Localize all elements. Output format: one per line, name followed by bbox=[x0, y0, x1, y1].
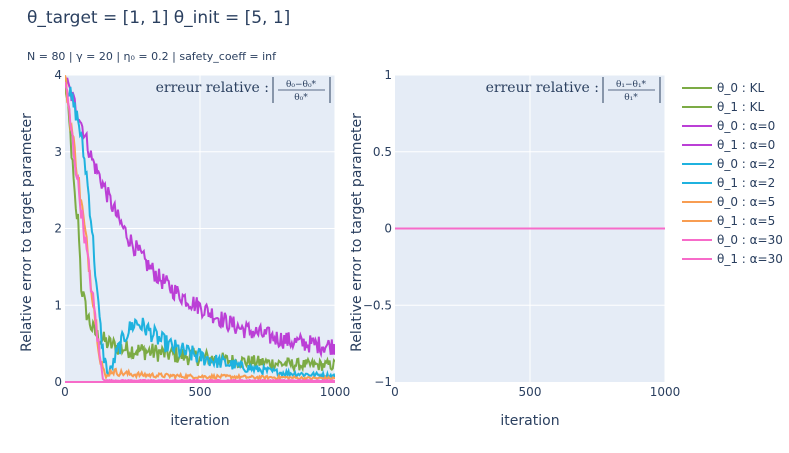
y-axis-title: Relative error to target parameter bbox=[349, 113, 365, 352]
legend-item: θ_0 : α=0 bbox=[682, 119, 775, 133]
annotation-prefix: erreur relative : bbox=[486, 80, 599, 96]
x-tick-label: 0 bbox=[61, 385, 69, 399]
y-tick-label: 0 bbox=[384, 222, 392, 236]
legend-label: θ_1 : KL bbox=[717, 100, 765, 114]
legend-label: θ_0 : α=30 bbox=[717, 233, 783, 247]
x-tick-label: 1000 bbox=[320, 385, 351, 399]
plot-panel-left: 0 500 1000 0 1 2 3 4 iteration Relative error to … bbox=[19, 68, 350, 429]
y-tick-label: 1 bbox=[384, 68, 392, 82]
legend-item: θ_0 : KL bbox=[682, 81, 765, 95]
y-tick-label: −1 bbox=[374, 375, 392, 389]
legend-label: θ_1 : α=5 bbox=[717, 214, 775, 228]
x-tick-label: 500 bbox=[189, 385, 212, 399]
legend-item: θ_1 : KL bbox=[682, 100, 765, 114]
legend-label: θ_1 : α=30 bbox=[717, 252, 783, 266]
legend-label: θ_0 : α=5 bbox=[717, 195, 775, 209]
legend-label: θ_0 : α=2 bbox=[717, 157, 775, 171]
legend-label: θ_0 : α=0 bbox=[717, 119, 775, 133]
series-line--0-5 bbox=[65, 75, 335, 382]
series-line--0-0 bbox=[65, 77, 335, 359]
figure-title: θ_target = [1, 1] θ_init = [5, 1] bbox=[27, 8, 291, 28]
y-tick-label: 0 bbox=[54, 375, 62, 389]
y-tick-label: 4 bbox=[54, 68, 62, 82]
legend-label: θ_1 : α=2 bbox=[717, 176, 775, 190]
legend-item: θ_1 : α=2 bbox=[682, 176, 775, 190]
legend-label: θ_1 : α=0 bbox=[717, 138, 775, 152]
annotation-denominator: θ₀* bbox=[294, 93, 308, 103]
legend: θ_0 : KL θ_1 : KL θ_0 : α=0 θ_1 : α=0 θ_0 : … bbox=[682, 81, 783, 266]
legend-item: θ_0 : α=2 bbox=[682, 157, 775, 171]
y-tick-label: 2 bbox=[54, 222, 62, 236]
series-line--0-30 bbox=[65, 81, 335, 383]
x-axis-title: iteration bbox=[500, 413, 559, 429]
annotation-denominator: θ₁* bbox=[624, 93, 638, 103]
annotation-numerator: θ₀−θ₀* bbox=[286, 80, 317, 90]
y-tick-label: 1 bbox=[54, 298, 62, 312]
legend-item: θ_1 : α=30 bbox=[682, 252, 783, 266]
series-line--0-2 bbox=[65, 81, 335, 381]
x-tick-label: 1000 bbox=[650, 385, 681, 399]
legend-item: θ_0 : α=30 bbox=[682, 233, 783, 247]
annotation-prefix: erreur relative : bbox=[156, 80, 269, 96]
figure-subtitle: N = 80 | γ = 20 | η₀ = 0.2 | safety_coef… bbox=[27, 50, 277, 63]
x-axis-title: iteration bbox=[170, 413, 229, 429]
y-tick-label: 0.5 bbox=[373, 145, 392, 159]
legend-item: θ_0 : α=5 bbox=[682, 195, 775, 209]
legend-item: θ_1 : α=5 bbox=[682, 214, 775, 228]
legend-item: θ_1 : α=0 bbox=[682, 138, 775, 152]
annotation-numerator: θ₁−θ₁* bbox=[616, 80, 647, 90]
plot-panel-right: 0 500 1000 −1 −0.5 0 0.5 1 iteration Relative err… bbox=[349, 68, 680, 429]
y-tick-label: 3 bbox=[54, 145, 62, 159]
y-axis-title: Relative error to target parameter bbox=[19, 113, 35, 352]
x-tick-label: 500 bbox=[519, 385, 542, 399]
legend-label: θ_0 : KL bbox=[717, 81, 765, 95]
x-tick-label: 0 bbox=[391, 385, 399, 399]
y-tick-label: −0.5 bbox=[363, 298, 392, 312]
